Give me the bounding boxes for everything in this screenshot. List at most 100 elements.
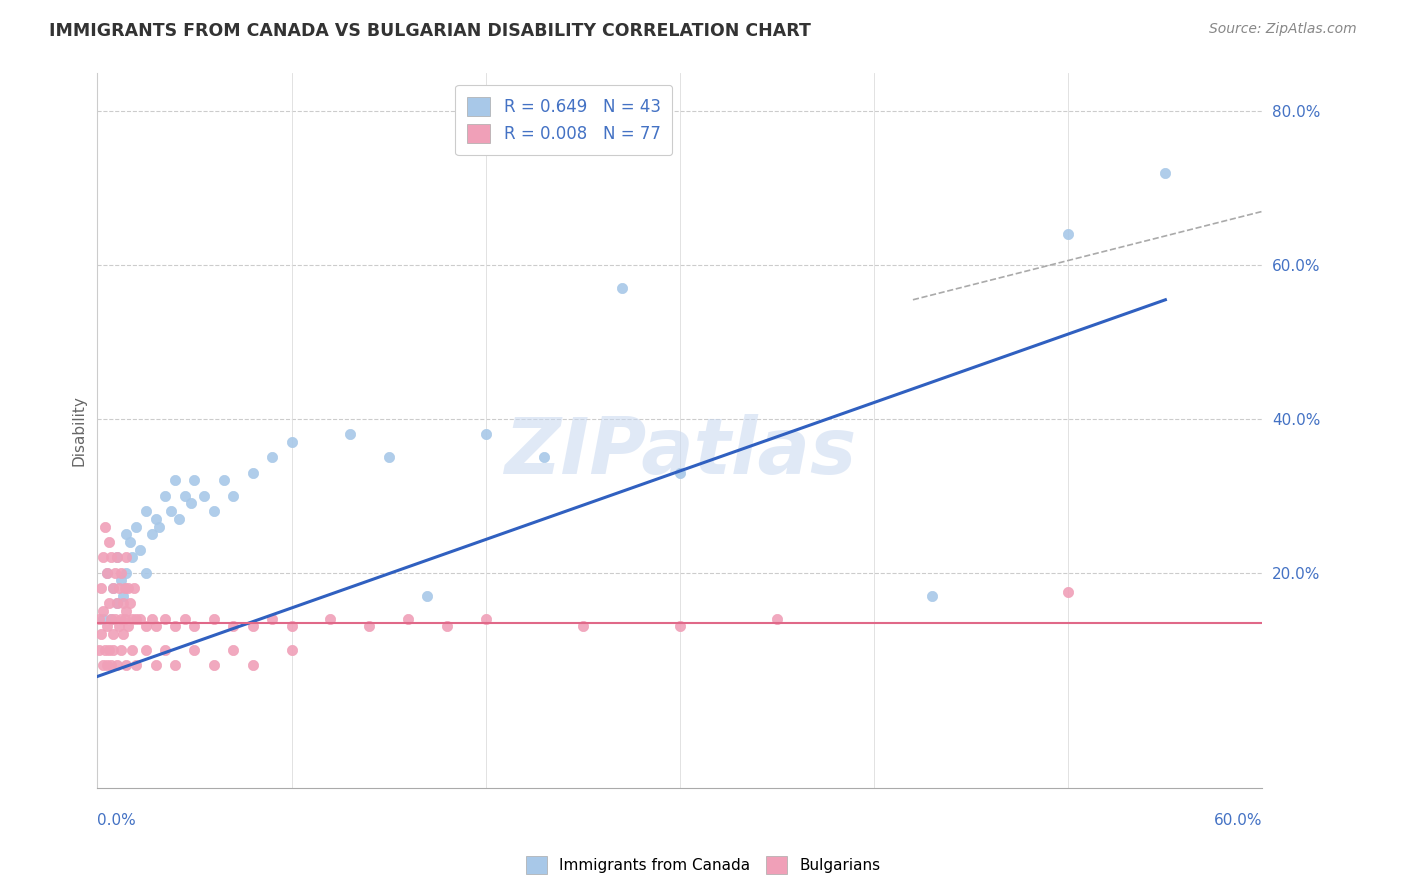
- Point: [111, 596, 134, 610]
- Point: [377, 450, 399, 465]
- Point: [155, 612, 177, 626]
- Point: [94, 642, 117, 657]
- Point: [1154, 166, 1177, 180]
- Point: [105, 596, 128, 610]
- Point: [533, 450, 555, 465]
- Point: [135, 566, 157, 580]
- Point: [202, 612, 225, 626]
- Point: [101, 581, 124, 595]
- Point: [474, 427, 496, 442]
- Point: [120, 535, 142, 549]
- Point: [396, 612, 419, 626]
- Point: [135, 504, 157, 518]
- Point: [100, 612, 122, 626]
- Legend: Immigrants from Canada, Bulgarians: Immigrants from Canada, Bulgarians: [519, 850, 887, 880]
- Point: [105, 657, 128, 672]
- Point: [129, 542, 152, 557]
- Point: [101, 581, 124, 595]
- Point: [319, 612, 342, 626]
- Point: [135, 642, 157, 657]
- Point: [122, 581, 145, 595]
- Point: [96, 657, 118, 672]
- Point: [125, 519, 148, 533]
- Point: [114, 581, 136, 595]
- Point: [202, 657, 225, 672]
- Point: [96, 566, 118, 580]
- Point: [474, 612, 496, 626]
- Point: [115, 604, 138, 618]
- Point: [110, 642, 132, 657]
- Point: [669, 466, 692, 480]
- Point: [100, 612, 122, 626]
- Point: [242, 619, 264, 633]
- Point: [105, 550, 128, 565]
- Point: [280, 642, 302, 657]
- Point: [121, 612, 143, 626]
- Point: [416, 589, 439, 603]
- Point: [141, 612, 163, 626]
- Point: [98, 642, 121, 657]
- Point: [222, 619, 245, 633]
- Point: [110, 574, 132, 588]
- Point: [183, 642, 205, 657]
- Point: [436, 619, 458, 633]
- Point: [105, 550, 128, 565]
- Point: [155, 489, 177, 503]
- Point: [91, 657, 114, 672]
- Legend: R = 0.649   N = 43, R = 0.008   N = 77: R = 0.649 N = 43, R = 0.008 N = 77: [456, 85, 672, 155]
- Point: [117, 619, 139, 633]
- Point: [100, 657, 122, 672]
- Point: [104, 612, 127, 626]
- Point: [145, 512, 167, 526]
- Point: [107, 581, 129, 595]
- Point: [104, 566, 127, 580]
- Point: [180, 496, 202, 510]
- Point: [125, 612, 148, 626]
- Point: [98, 596, 121, 610]
- Point: [193, 489, 215, 503]
- Point: [91, 604, 114, 618]
- Point: [280, 435, 302, 450]
- Point: [114, 612, 136, 626]
- Point: [115, 550, 138, 565]
- Point: [145, 657, 167, 672]
- Point: [183, 474, 205, 488]
- Point: [359, 619, 381, 633]
- Point: [222, 642, 245, 657]
- Point: [222, 489, 245, 503]
- Point: [163, 619, 186, 633]
- Point: [96, 566, 118, 580]
- Text: 60.0%: 60.0%: [1213, 813, 1263, 828]
- Point: [572, 619, 595, 633]
- Point: [101, 642, 124, 657]
- Point: [115, 566, 138, 580]
- Text: ZIPatlas: ZIPatlas: [503, 414, 856, 490]
- Point: [115, 657, 138, 672]
- Point: [107, 619, 129, 633]
- Text: Source: ZipAtlas.com: Source: ZipAtlas.com: [1209, 22, 1357, 37]
- Point: [111, 627, 134, 641]
- Point: [110, 566, 132, 580]
- Point: [262, 612, 284, 626]
- Point: [183, 619, 205, 633]
- Point: [1057, 227, 1080, 242]
- Point: [242, 466, 264, 480]
- Point: [921, 589, 943, 603]
- Point: [202, 504, 225, 518]
- Point: [262, 450, 284, 465]
- Point: [121, 550, 143, 565]
- Point: [280, 619, 302, 633]
- Point: [117, 581, 139, 595]
- Point: [160, 504, 183, 518]
- Y-axis label: Disability: Disability: [72, 395, 86, 466]
- Point: [100, 550, 122, 565]
- Point: [115, 527, 138, 541]
- Point: [111, 589, 134, 603]
- Point: [167, 512, 190, 526]
- Point: [94, 519, 117, 533]
- Point: [101, 627, 124, 641]
- Point: [339, 427, 361, 442]
- Point: [141, 527, 163, 541]
- Point: [105, 596, 128, 610]
- Point: [120, 596, 142, 610]
